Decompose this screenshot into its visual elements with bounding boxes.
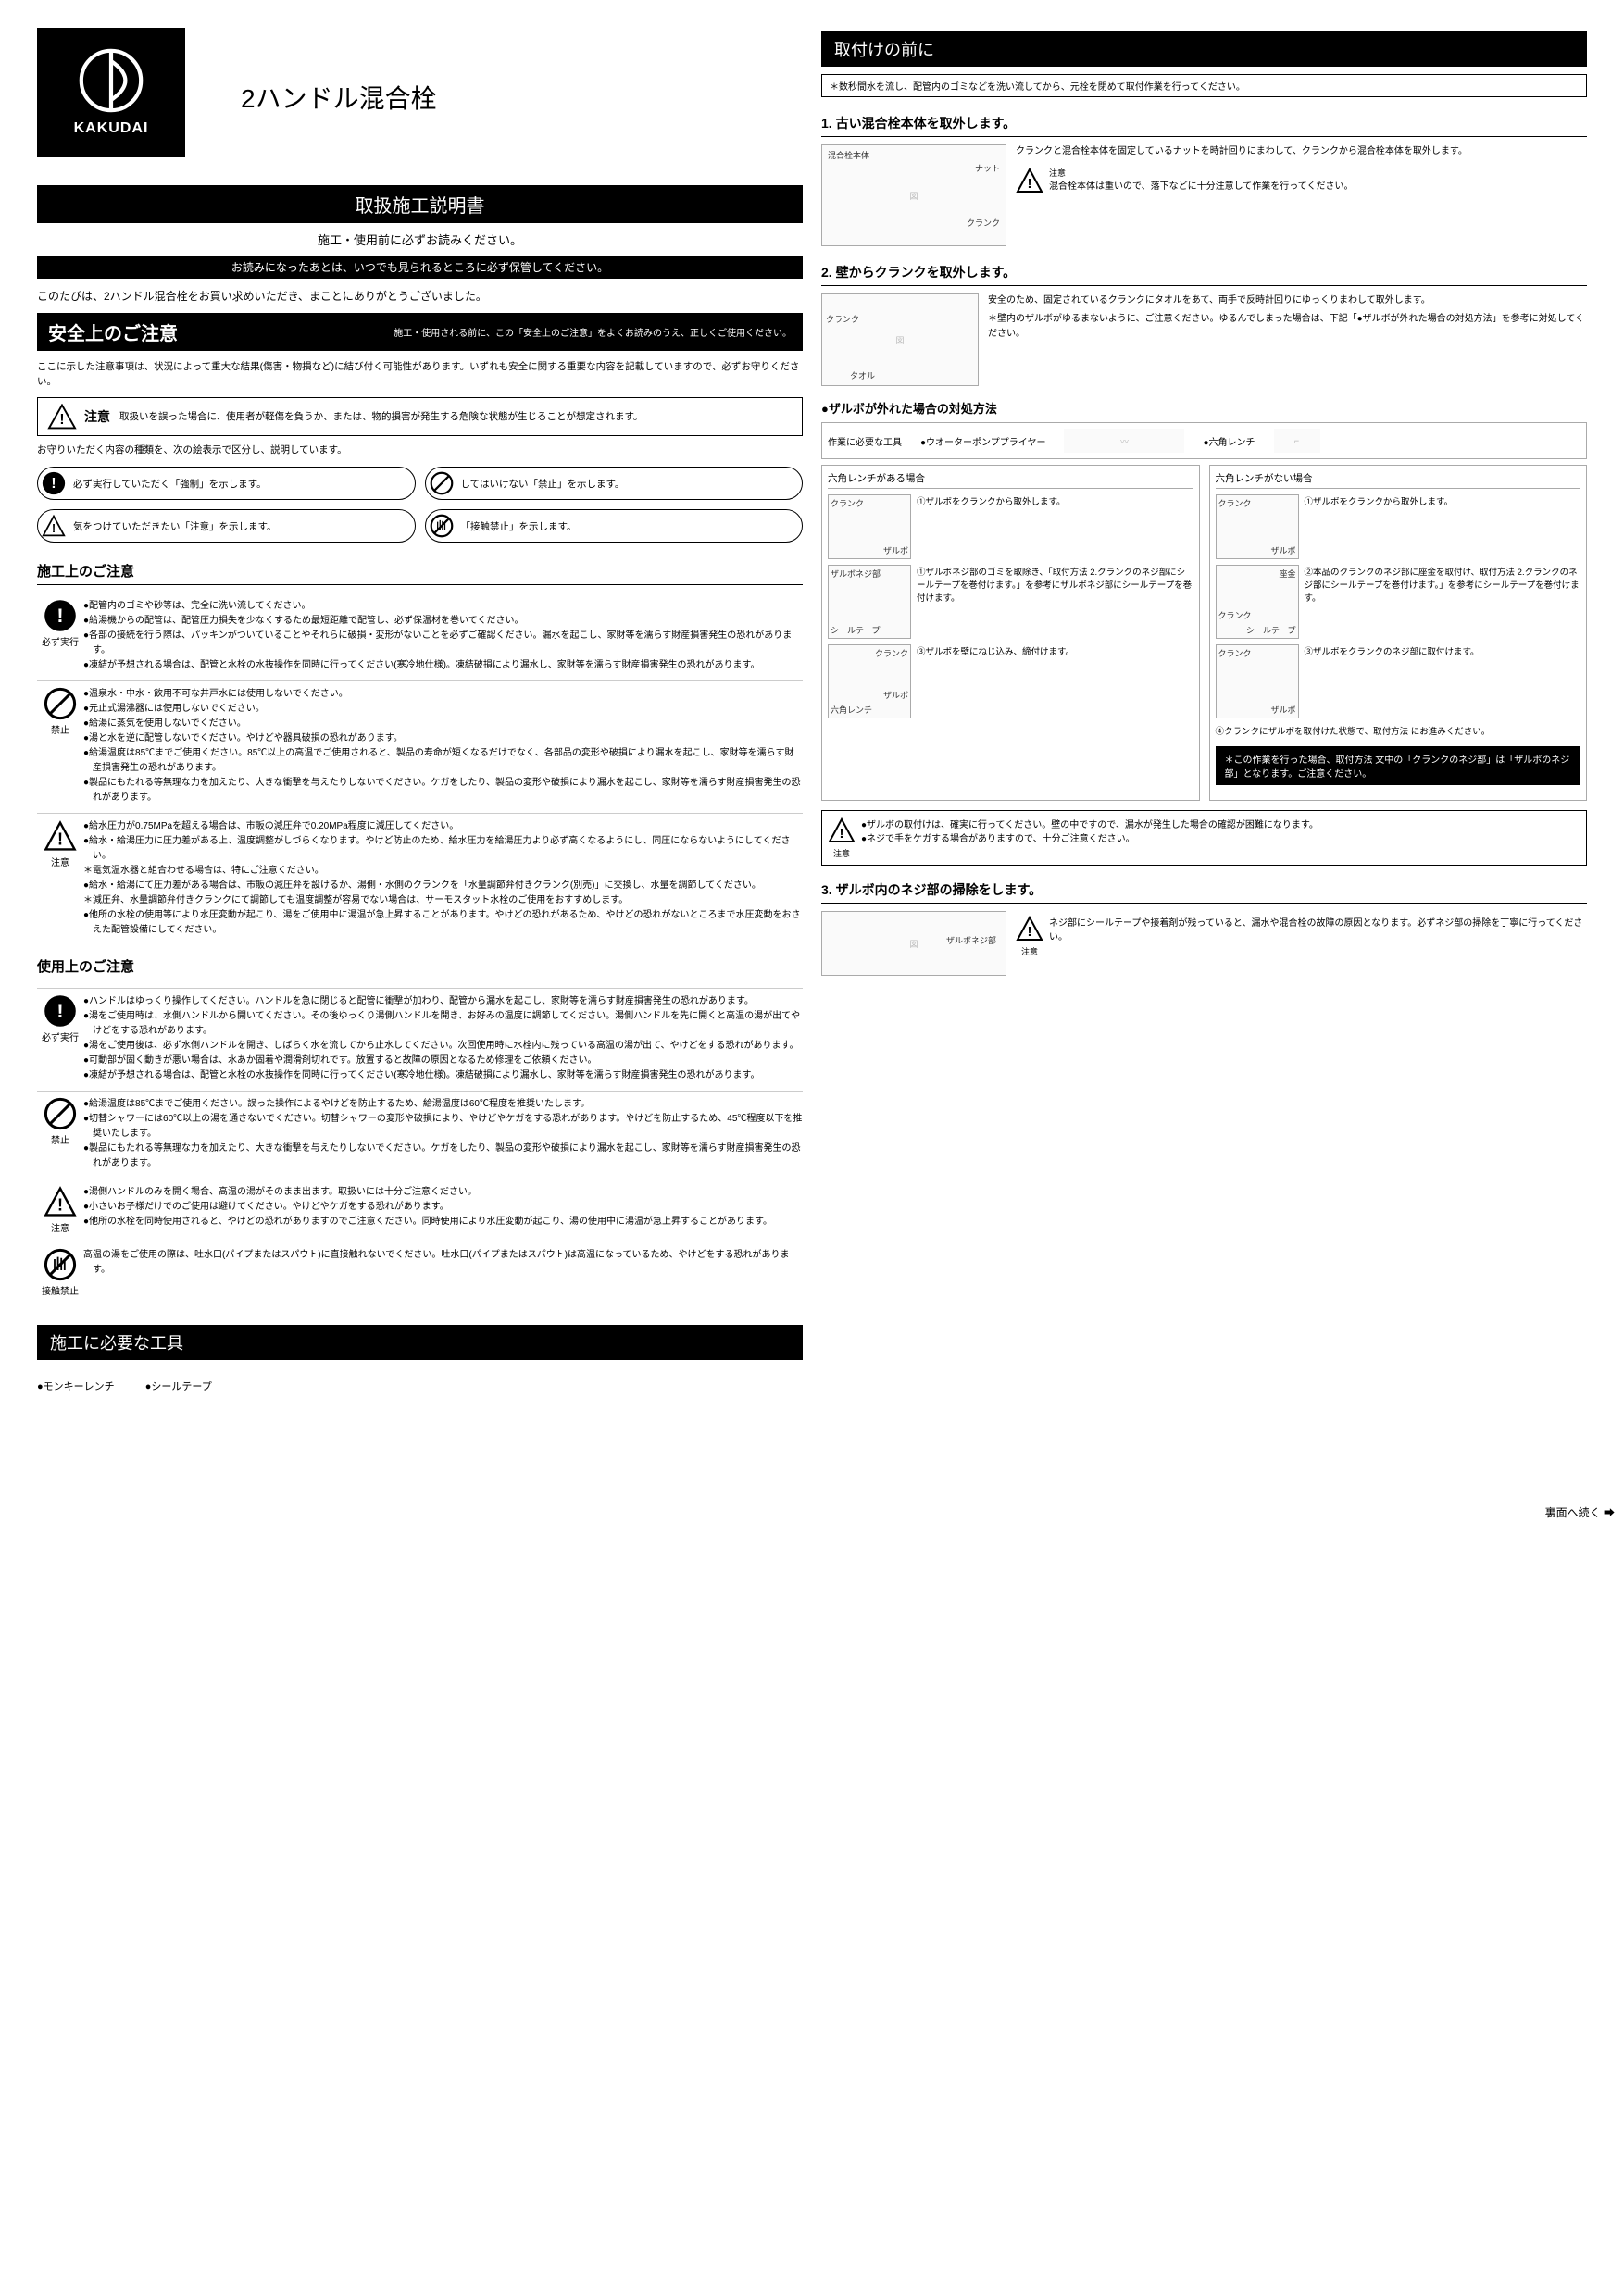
caution-icon: ! bbox=[828, 817, 856, 844]
zarubo-caution-box: ! 注意 ●ザルボの取付けは、確実に行ってください。壁の中ですので、漏水が発生し… bbox=[821, 810, 1587, 866]
construction-caution: ! 注意 ●給水圧力が0.75MPaを超える場合は、市販の減圧弁で0.20MPa… bbox=[37, 813, 803, 938]
zarubo-with-hex: 六角レンチがある場合 クランク ザルボ ①ザルボをクランクから取外します。 ザル… bbox=[821, 465, 1200, 801]
safety-header: 安全上のご注意 施工・使用される前に、この「安全上のご注意」をよくお読みのうえ、… bbox=[37, 313, 803, 351]
g1-step3-illust: クランク ザルボ 六角レンチ bbox=[828, 644, 911, 718]
prohibited-icon bbox=[44, 687, 77, 720]
install-prep-title: 取付けの前に bbox=[821, 31, 1587, 67]
safety-header-sub: 施工・使用される前に、この「安全上のご注意」をよくお読みのうえ、正しくご使用くだ… bbox=[394, 325, 792, 339]
safety-intro: ここに示した注意事項は、状況によって重大な結果(傷害・物損など)に結び付く可能性… bbox=[37, 360, 803, 390]
construction-mandatory-list: ●配管内のゴミや砂等は、完全に洗い流してください。●給湯機からの配管は、配管圧力… bbox=[83, 599, 803, 673]
g-footer: ④クランクにザルボを取付けた状態で、取付方法 にお進みください。 bbox=[1216, 724, 1581, 737]
step2-text2: ＊壁内のザルボがゆるまないように、ご注意ください。ゆるんでしまった場合は、下記「… bbox=[988, 312, 1587, 342]
svg-text:!: ! bbox=[51, 476, 56, 492]
caution-icon: ! bbox=[1016, 915, 1043, 942]
intro-text: このたびは、2ハンドル混合栓をお買い求めいただき、まことにありがとうございました… bbox=[37, 288, 803, 304]
product-title: 2ハンドル混合栓 bbox=[241, 79, 437, 116]
brand-name: KAKUDAI bbox=[74, 120, 149, 137]
svg-text:!: ! bbox=[56, 999, 63, 1022]
g2-step2-illust: 座金 クランク シールテープ bbox=[1216, 565, 1299, 639]
caution-definition: ! 注意 取扱いを誤った場合に、使用者が軽傷を負うか、または、物的損害が発生する… bbox=[37, 397, 803, 436]
usage-title: 使用上のご注意 bbox=[37, 953, 803, 980]
legend-mandatory: ! 必ず実行していただく「強制」を示します。 bbox=[37, 467, 416, 500]
svg-text:!: ! bbox=[52, 521, 56, 535]
g2-step3-illust: クランク ザルボ bbox=[1216, 644, 1299, 718]
zarubo-title: ●ザルボが外れた場合の対処方法 bbox=[821, 399, 1587, 417]
construction-title: 施工上のご注意 bbox=[37, 557, 803, 585]
safety-header-title: 安全上のご注意 bbox=[48, 318, 178, 345]
usage-caution-list: ●湯側ハンドルのみを開く場合、高温の湯がそのまま出ます。取扱いには十分ご注意くだ… bbox=[83, 1185, 772, 1234]
hex-wrench-icon: ⌐ bbox=[1274, 429, 1320, 453]
step2-illustration: クランク タオル 図 bbox=[821, 293, 979, 386]
svg-text:!: ! bbox=[57, 830, 63, 849]
mandatory-icon: ! bbox=[44, 599, 77, 632]
usage-prohibited-list: ●給湯温度は85℃までご使用ください。誤った操作によるやけどを防止するため、給湯… bbox=[83, 1097, 803, 1171]
svg-text:!: ! bbox=[840, 826, 844, 842]
step2-title: 2. 壁からクランクを取外します。 bbox=[821, 259, 1587, 286]
svg-text:!: ! bbox=[59, 411, 64, 427]
usage-no-touch: 接触禁止 高温の湯をご使用の際は、吐水口(パイプまたはスパウト)に直接触れないで… bbox=[37, 1242, 803, 1297]
zarubo-without-hex: 六角レンチがない場合 クランク ザルボ ①ザルボをクランクから取外します。 座金… bbox=[1209, 465, 1588, 801]
construction-caution-list: ●給水圧力が0.75MPaを超える場合は、市販の減圧弁で0.20MPa程度に減圧… bbox=[83, 819, 803, 938]
svg-text:!: ! bbox=[1028, 176, 1032, 192]
step3-caution: ネジ部にシールテープや接着剤が残っていると、漏水や混合栓の故障の原因となります。… bbox=[1049, 915, 1587, 942]
step1-illustration: 混合栓本体 ナット クランク 図 bbox=[821, 144, 1006, 246]
subtitle-read: 施工・使用前に必ずお読みください。 bbox=[37, 231, 803, 248]
caution-definition-text: 取扱いを誤った場合に、使用者が軽傷を負うか、または、物的損害が発生する危険な状態… bbox=[119, 409, 643, 423]
step1-title: 1. 古い混合栓本体を取外します。 bbox=[821, 110, 1587, 137]
caution-icon: ! bbox=[44, 1185, 77, 1218]
legend-no-touch: 「接触禁止」を示します。 bbox=[425, 509, 804, 543]
caution-triangle-icon: ! bbox=[47, 404, 77, 430]
mandatory-icon: ! bbox=[42, 471, 66, 495]
manual-title: 取扱施工説明書 bbox=[37, 185, 803, 223]
kakudai-logo-icon bbox=[79, 48, 144, 113]
step1-text: クランクと混合栓本体を固定しているナットを時計回りにまわして、クランクから混合栓… bbox=[1016, 144, 1468, 159]
usage-no-touch-list: 高温の湯をご使用の際は、吐水口(パイプまたはスパウト)に直接触れないでください。… bbox=[83, 1248, 803, 1297]
prohibited-icon bbox=[44, 1097, 77, 1130]
prohibited-icon bbox=[430, 471, 454, 495]
legend-caution: ! 気をつけていただきたい「注意」を示します。 bbox=[37, 509, 416, 543]
construction-prohibited: 禁止 ●温泉水・中水・飲用不可な井戸水には使用しないでください。●元止式湯沸器に… bbox=[37, 680, 803, 805]
caution-icon: ! bbox=[1016, 167, 1043, 194]
no-touch-icon bbox=[44, 1248, 77, 1281]
usage-mandatory: ! 必ず実行 ●ハンドルはゆっくり操作してください。ハンドルを急に閉じると配管に… bbox=[37, 988, 803, 1083]
mandatory-icon: ! bbox=[44, 994, 77, 1028]
tools-list: ●モンキーレンチ ●シールテープ bbox=[37, 1379, 803, 1393]
step3-illustration: ザルボネジ部 図 bbox=[821, 911, 1006, 976]
subtitle-keep: お読みになったあとは、いつでも見られるところに必ず保管してください。 bbox=[37, 256, 803, 279]
g1-step2-illust: ザルボネジ部 シールテープ bbox=[828, 565, 911, 639]
usage-caution: ! 注意 ●湯側ハンドルのみを開く場合、高温の湯がそのまま出ます。取扱いには十分… bbox=[37, 1179, 803, 1234]
caution-icon: ! bbox=[42, 514, 66, 538]
g1-step1-illust: クランク ザルボ bbox=[828, 494, 911, 559]
construction-prohibited-list: ●温泉水・中水・飲用不可な井戸水には使用しないでください。●元止式湯沸器には使用… bbox=[83, 687, 803, 805]
svg-text:!: ! bbox=[56, 604, 63, 627]
caution-icon: ! bbox=[44, 819, 77, 853]
install-prep-note: ＊数秒間水を流し、配管内のゴミなどを洗い流してから、元栓を閉めて取付作業を行って… bbox=[821, 74, 1587, 97]
no-touch-icon bbox=[430, 514, 454, 538]
brand-logo: KAKUDAI bbox=[37, 28, 185, 157]
tools-title: 施工に必要な工具 bbox=[37, 1325, 803, 1360]
zarubo-black-note: ＊この作業を行った場合、取付方法 文中の「クランクのネジ部」は「ザルボのネジ部」… bbox=[1216, 746, 1581, 785]
construction-mandatory: ! 必ず実行 ●配管内のゴミや砂等は、完全に洗い流してください。●給湯機からの配… bbox=[37, 593, 803, 673]
legend-prohibited: してはいけない「禁止」を示します。 bbox=[425, 467, 804, 500]
legend-intro: お守りいただく内容の種類を、次の絵表示で区分し、説明しています。 bbox=[37, 443, 803, 458]
footer-continue: 裏面へ続く ➡ bbox=[0, 1504, 1624, 1520]
step3-title: 3. ザルボ内のネジ部の掃除をします。 bbox=[821, 877, 1587, 904]
svg-text:!: ! bbox=[1028, 924, 1032, 940]
usage-prohibited: 禁止 ●給湯温度は85℃までご使用ください。誤った操作によるやけどを防止するため… bbox=[37, 1091, 803, 1171]
zarubo-tools: 作業に必要な工具 ●ウオーターポンププライヤー 〰 ●六角レンチ ⌐ bbox=[821, 422, 1587, 459]
g2-step1-illust: クランク ザルボ bbox=[1216, 494, 1299, 559]
step1-caution: 混合栓本体は重いので、落下などに十分注意して作業を行ってください。 bbox=[1049, 180, 1354, 194]
caution-label: 注意 bbox=[84, 407, 110, 426]
usage-mandatory-list: ●ハンドルはゆっくり操作してください。ハンドルを急に閉じると配管に衝撃が加わり、… bbox=[83, 994, 803, 1083]
svg-text:!: ! bbox=[57, 1196, 63, 1215]
pliers-icon: 〰 bbox=[1064, 429, 1184, 453]
step2-text: 安全のため、固定されているクランクにタオルをあて、両手で反時計回りにゆっくりまわ… bbox=[988, 293, 1587, 308]
